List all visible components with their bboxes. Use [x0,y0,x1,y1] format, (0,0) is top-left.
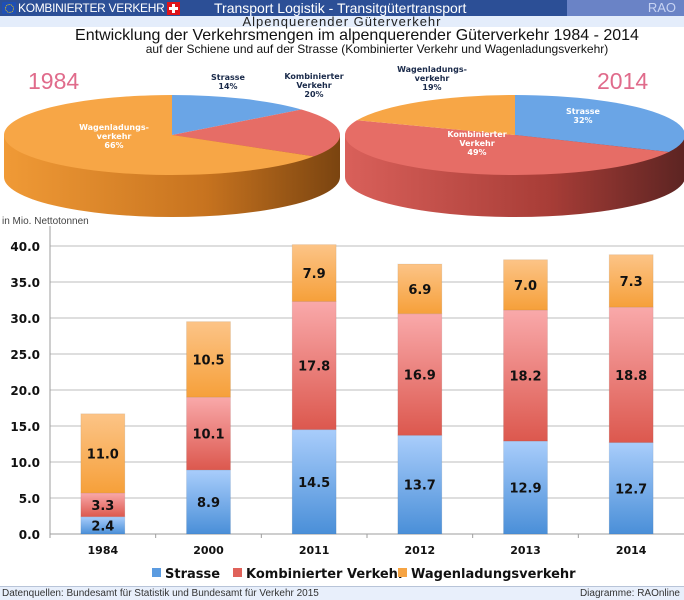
pie-slice-kombiniert [345,120,669,175]
data-label: 12.7 [615,482,647,497]
data-source: Datenquellen: Bundesamt für Statistik un… [2,588,319,599]
y-tick-label: 15.0 [10,420,40,434]
legend-swatch-0 [152,568,161,577]
x-tick-label: 1984 [88,544,119,557]
bar-wagenladungsverkehr [503,259,548,311]
data-label: 18.2 [509,370,541,385]
y-tick-label: 20.0 [10,384,40,398]
pie-slice-strasse [172,95,302,135]
data-label: 7.3 [620,275,643,290]
pie-1984: Strasse 14% Kombinierter Verkehr 20% Wagenlad… [3,72,344,217]
pie-label-strasse: Strasse 14% [211,73,245,91]
data-label: 3.3 [91,499,114,514]
data-label: 7.9 [303,267,326,282]
data-label: 13.7 [404,479,436,494]
bar-strasse [397,434,443,535]
pie-1984-year: 1984 [28,68,80,94]
legend-swatch-1 [233,568,242,577]
legend-label: Wagenladungsverkehr [411,567,576,582]
pie-2014-year: 2014 [597,68,649,94]
bar-wagenladungsverkehr [80,413,126,494]
pie-slice-kombiniert [172,109,340,157]
y-tick-label: 35.0 [10,276,40,290]
y-tick-label: 30.0 [10,312,40,326]
y-tick-label: 25.0 [10,348,40,362]
x-tick-label: 2012 [405,544,436,557]
banner-title: Transport Logistik - Transitgütertranspo… [214,0,467,16]
footer: Datenquellen: Bundesamt für Statistik un… [0,586,684,600]
brand-label: KOMBINIERTER VERKEHR [18,1,165,15]
x-tick-label: 2013 [510,544,541,557]
pie-label-wagenladung: Wagenladungs-verkehr 19% [397,65,467,92]
data-label: 11.0 [87,447,119,462]
chart-subheadline: auf der Schiene und auf der Strasse (Kom… [145,42,609,56]
data-label: 6.9 [408,283,431,298]
diagram-credit: Diagramme: RAOnline [579,588,680,599]
x-tick-label: 2011 [299,544,330,557]
bar-wagenladungsverkehr [608,254,654,308]
bar-wagenladungsverkehr [291,244,337,302]
data-label: 8.9 [197,496,220,511]
x-tick-label: 2000 [193,544,224,557]
bar-kombinierter-verkehr [608,306,654,444]
pie-label-wagenladung: Wagenladungs-verkehr 66% [79,123,149,150]
eu-flag-icon [2,2,16,14]
top-banner: KOMBINIERTER VERKEHR Transport Logistik … [0,0,684,16]
data-label: 14.5 [298,476,330,491]
x-tick-label: 2014 [616,544,647,557]
data-label: 17.8 [298,360,330,375]
pie-label-kombiniert: Kombinierter Verkehr 49% [447,130,506,157]
y-tick-label: 10.0 [10,456,40,470]
bar-strasse [186,469,231,535]
data-label: 2.4 [91,519,114,534]
y-tick-label: 40.0 [10,240,40,254]
rao-label: RAO [647,0,676,15]
bar-strasse [503,440,548,535]
pie-slice-wagenladung [3,95,314,175]
legend-label: Kombinierter Verkehr [246,567,405,582]
swiss-flag-icon [167,1,181,15]
pie-slice-strasse [515,95,684,153]
bar-wagenladungsverkehr [186,321,231,398]
bar-strasse [608,442,654,535]
bar-strasse [291,429,337,535]
data-label: 10.1 [192,428,224,443]
legend-label: Strasse [165,567,220,582]
subtitle: Alpenquerender Güterverkehr [242,14,442,29]
pie-2014: Strasse 32% Kombinierter Verkehr 49% Wagenlad… [345,65,684,217]
pie-label-kombiniert: Kombinierter Verkehr 20% [284,72,343,99]
bar-kombinierter-verkehr [503,309,548,442]
bar-wagenladungsverkehr [397,263,443,315]
data-label: 18.8 [615,369,647,384]
rao-box [567,0,684,16]
subtitle-bar: Alpenquerender Güterverkehr [0,14,684,29]
data-label: 7.0 [514,279,537,294]
pie-label-strasse: Strasse 32% [566,107,600,125]
bar-kombinierter-verkehr [397,313,443,436]
y-tick-label: 5.0 [19,492,40,506]
pie-slice-wagenladung [356,95,515,135]
y-tick-label: 0.0 [19,528,40,542]
bar-kombinierter-verkehr [186,396,231,471]
y-axis-unit: in Mio. Nettotonnen [2,216,89,227]
chart-headline: Entwicklung der Verkehrsmengen im alpenq… [75,27,639,44]
legend-swatch-2 [398,568,407,577]
brand: KOMBINIERTER VERKEHR [0,0,181,16]
data-label: 10.5 [192,353,224,368]
data-label: 12.9 [509,482,541,497]
data-label: 16.9 [404,369,436,384]
